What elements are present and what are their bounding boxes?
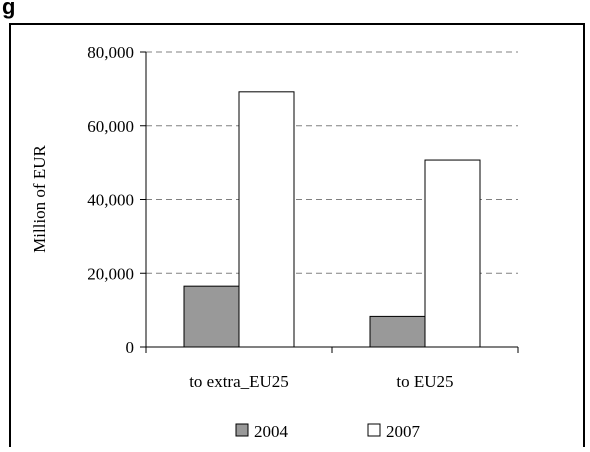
x-tick-label: to extra_EU25 (189, 372, 289, 391)
y-tick-label: 20,000 (87, 264, 134, 283)
y-tick-label: 40,000 (87, 191, 134, 210)
y-axis-title: Million of EUR (30, 145, 49, 253)
legend-label-2007: 2007 (386, 422, 421, 441)
x-tick-label: to EU25 (396, 372, 453, 391)
legend-label-2004: 2004 (254, 422, 289, 441)
legend: 2004 2007 (235, 422, 421, 441)
legend-swatch-2007 (367, 423, 381, 437)
y-tick-label: 60,000 (87, 117, 134, 136)
tick-labels: 0 20,000 40,000 60,000 80,000 to extra_EU25 to… (87, 43, 453, 391)
bar-2007-1 (238, 91, 295, 348)
bar-2007-2 (424, 159, 481, 348)
y-tick-label: 0 (126, 338, 135, 357)
bar-2004-1 (183, 285, 240, 348)
chart-title: g (2, 0, 15, 19)
chart-frame (9, 23, 585, 452)
bar-2004-2 (369, 315, 426, 348)
legend-swatch-2004 (235, 423, 249, 437)
axes (140, 51, 519, 353)
y-tick-label: 80,000 (87, 43, 134, 62)
